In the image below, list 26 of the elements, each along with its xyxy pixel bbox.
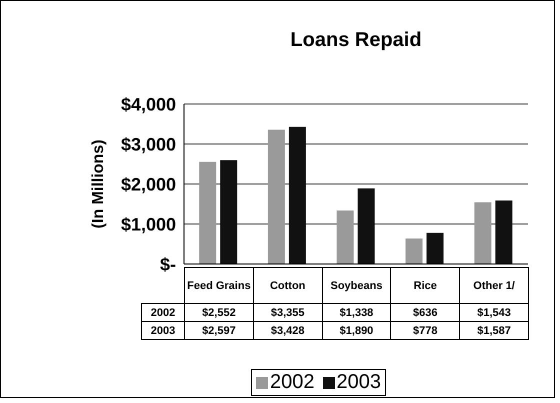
data-label: $1,587 [460, 322, 528, 340]
legend-label: 2003 [336, 371, 381, 394]
y-tick-label: $1,000 [120, 214, 176, 234]
y-axis-title: (In Millions) [90, 140, 108, 228]
y-tick-label: $3,000 [120, 134, 176, 154]
data-label: $778 [390, 322, 460, 340]
y-tick-label: $4,000 [120, 94, 176, 114]
data-label: $1,890 [322, 322, 391, 340]
data-label: $636 [390, 304, 460, 322]
data-label: $1,338 [322, 304, 391, 322]
x-tick-label: Other 1/ [460, 268, 528, 304]
data-label: $2,552 [184, 304, 254, 322]
y-tick-label: $2,000 [120, 174, 176, 194]
x-tick-label: Feed Grains [184, 268, 254, 304]
text: 2003 [150, 324, 176, 336]
text: 2002 [150, 306, 176, 318]
chart-title: Loans Repaid [289, 29, 423, 52]
legend-label: 2002 [269, 371, 314, 394]
data-label: $1,543 [460, 304, 528, 322]
data-label: $3,428 [253, 322, 322, 340]
y-tick-label: $- [160, 254, 176, 274]
data-label: $2,597 [184, 322, 254, 340]
x-tick-label: Rice [390, 268, 460, 304]
x-tick-label: Soybeans [322, 268, 391, 304]
data-label: $3,355 [253, 304, 322, 322]
x-tick-label: Cotton [253, 268, 322, 304]
